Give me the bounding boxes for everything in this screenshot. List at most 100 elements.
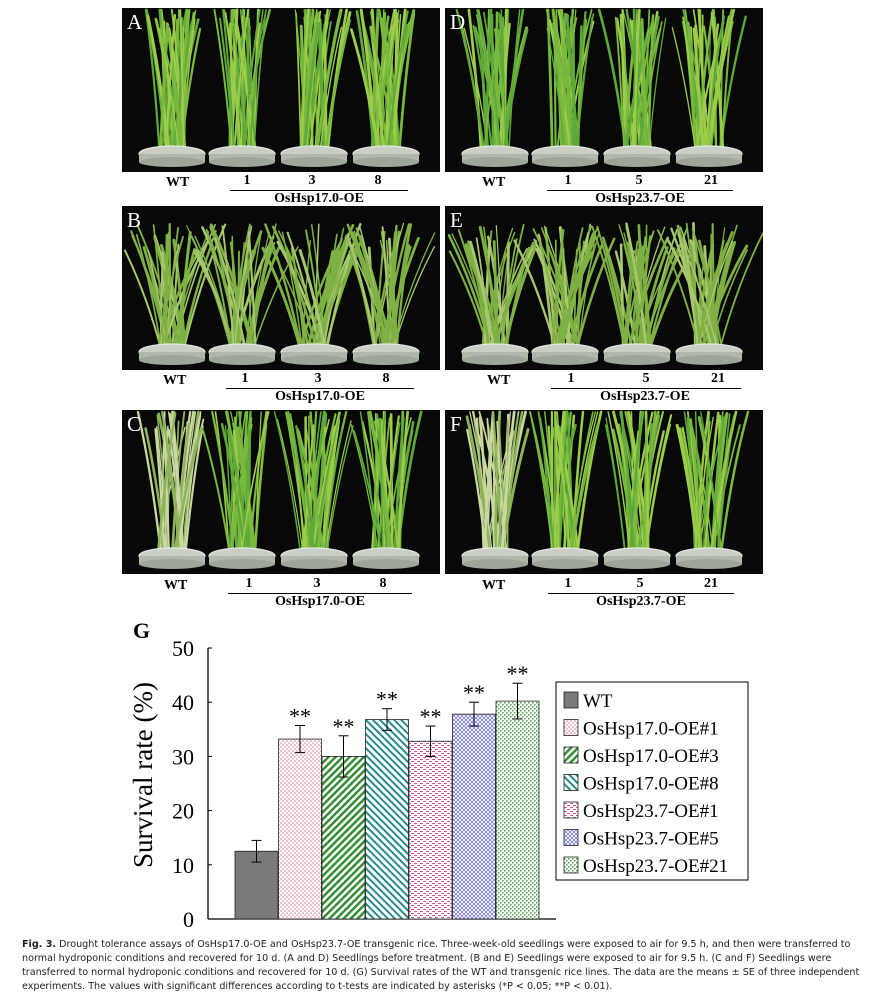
- panel-e-labels: WT 1 5 21 OsHsp23.7-OE: [445, 371, 763, 405]
- petri-dish-base: [462, 157, 528, 167]
- petri-dish-base: [604, 157, 670, 167]
- line-label: 8: [382, 371, 390, 386]
- caption-text: Drought tolerance assays of OsHsp17.0-OE…: [22, 939, 860, 992]
- significance-label: **: [289, 704, 311, 729]
- group-label: OsHsp17.0-OE: [275, 389, 365, 404]
- y-tick-label: 20: [172, 799, 194, 824]
- legend-swatch: [563, 774, 579, 791]
- petri-dish-base: [209, 157, 275, 167]
- legend-swatch: [563, 801, 579, 819]
- line-label: 1: [567, 371, 575, 386]
- photo-panel-c: C: [122, 410, 440, 574]
- line-label: 3: [308, 173, 316, 188]
- seedling-clump: [447, 224, 538, 350]
- petri-dish-base: [353, 559, 419, 569]
- petri-dish-base: [281, 559, 347, 569]
- significance-label: **: [376, 687, 398, 712]
- petri-dish-base: [139, 157, 205, 167]
- bar: [452, 713, 496, 920]
- legend-label: OsHsp17.0-OE#1: [583, 719, 719, 740]
- seedling-clump: [657, 221, 763, 350]
- line-label: 5: [642, 371, 650, 386]
- line-label: 1: [564, 576, 572, 591]
- group-label: OsHsp17.0-OE: [274, 191, 364, 206]
- legend-label: OsHsp17.0-OE#8: [583, 774, 719, 795]
- group-underline: [548, 593, 734, 594]
- petri-dish-base: [209, 559, 275, 569]
- petri-dish-base: [139, 355, 205, 365]
- wt-label: WT: [166, 175, 190, 190]
- significance-label: **: [333, 714, 355, 739]
- seedling-clump: [273, 410, 354, 554]
- y-axis-label: Survival rate (%): [128, 682, 158, 868]
- seedling-clump: [465, 410, 530, 554]
- legend-swatch: [563, 719, 579, 736]
- petri-dish-base: [209, 355, 275, 365]
- legend-label: OsHsp23.7-OE#5: [583, 829, 719, 850]
- seedling-photo: [461, 410, 750, 569]
- seedling-clump: [144, 8, 202, 152]
- panel-a-labels: WT 1 3 8 OsHsp17.0-OE: [122, 173, 440, 207]
- panel-letter: F: [450, 412, 462, 436]
- panel-letter: A: [127, 10, 143, 34]
- panel-letter: D: [450, 10, 466, 34]
- line-label: 5: [635, 173, 643, 188]
- line-label: 8: [379, 576, 387, 591]
- legend-swatch: [563, 829, 579, 846]
- group-underline: [551, 388, 741, 389]
- wt-label: WT: [482, 578, 506, 593]
- seedling-clump: [136, 410, 205, 554]
- petri-dish-base: [462, 559, 528, 569]
- seedling-clump: [213, 8, 271, 152]
- seedling-clump: [605, 410, 673, 554]
- petri-dish-base: [462, 355, 528, 365]
- wt-label: WT: [482, 175, 506, 190]
- significance-label: **: [420, 704, 442, 729]
- group-label: OsHsp23.7-OE: [596, 594, 686, 609]
- line-label: 1: [243, 173, 251, 188]
- panel-c-labels: WT 1 3 8 OsHsp17.0-OE: [122, 576, 440, 610]
- legend-swatch: [563, 856, 579, 874]
- wt-label: WT: [163, 373, 187, 388]
- bar: [408, 740, 453, 920]
- petri-dish-base: [353, 355, 419, 365]
- chart-legend: WT OsHsp17.0-OE#1 OsHsp17.0-OE#3 OsHsp17.0-…: [555, 681, 749, 881]
- wt-label: WT: [164, 578, 188, 593]
- bar: [278, 738, 322, 920]
- y-tick-label: 30: [172, 744, 194, 769]
- group-underline: [230, 190, 408, 191]
- seedling-photo: [136, 410, 423, 569]
- line-label: 1: [241, 371, 249, 386]
- wt-label: WT: [487, 373, 511, 388]
- chart-bars: ** ** ** ** ** **: [234, 661, 540, 920]
- petri-dish-base: [676, 157, 742, 167]
- petri-dish-base: [532, 355, 598, 365]
- group-label: OsHsp17.0-OE: [275, 594, 365, 609]
- y-tick-label: 0: [183, 907, 194, 932]
- line-label: 3: [313, 576, 321, 591]
- y-tick-label: 50: [172, 636, 194, 661]
- line-label: 5: [636, 576, 644, 591]
- seedling-clump: [591, 222, 695, 350]
- group-label: OsHsp23.7-OE: [595, 191, 685, 206]
- petri-dish-base: [281, 157, 347, 167]
- seedling-clump: [529, 410, 603, 554]
- photo-panel-f: F: [445, 410, 763, 574]
- line-label: 1: [564, 173, 572, 188]
- seedling-photo: [123, 222, 436, 365]
- panel-b-labels: WT 1 3 8 OsHsp17.0-OE: [122, 371, 440, 405]
- panel-letter: E: [450, 208, 463, 232]
- seedling-photo: [447, 221, 763, 365]
- petri-dish-base: [532, 559, 598, 569]
- legend-box: [555, 681, 749, 881]
- petri-dish-base: [532, 157, 598, 167]
- line-label: 21: [704, 576, 718, 591]
- seedling-clump: [261, 222, 362, 350]
- legend-label: OsHsp23.7-OE#21: [583, 856, 728, 877]
- bar: [495, 700, 540, 920]
- seedling-clump: [455, 8, 529, 152]
- seedling-clump: [201, 410, 270, 554]
- line-label: 21: [704, 173, 718, 188]
- y-tick-label: 10: [172, 853, 194, 878]
- petri-dish-base: [139, 559, 205, 569]
